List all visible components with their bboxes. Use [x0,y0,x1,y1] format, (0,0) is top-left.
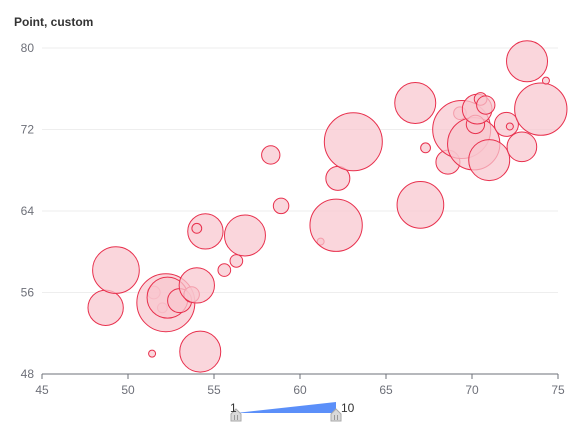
bubble-series [87,40,568,373]
bubble-point[interactable] [272,197,290,215]
y-tick-label: 56 [21,286,35,300]
axes: 48 56 64 72 80 45 50 55 60 65 70 75 [21,41,565,397]
bubble-point[interactable] [476,95,496,115]
bubble-point[interactable] [514,82,568,136]
bubble-point[interactable] [261,145,281,165]
bubble-point[interactable] [178,267,215,304]
bubble-point[interactable] [505,122,514,131]
grid-lines [42,47,558,293]
bubble-point[interactable] [309,198,363,252]
y-tick-label: 64 [21,204,35,218]
x-tick-label: 50 [121,383,135,397]
bubble-point[interactable] [223,214,266,257]
x-tick-label: 45 [35,383,49,397]
bubble-point[interactable] [506,40,549,83]
bubble-point[interactable] [187,213,224,250]
bubble-point[interactable] [420,142,431,154]
x-tick-label: 70 [465,383,479,397]
visual-map-bar [236,402,336,413]
bubble-point[interactable] [506,131,538,163]
handle-shape [230,408,242,422]
x-tick-label: 65 [379,383,393,397]
visual-map-min-label: 1 [230,401,237,415]
bubble-point[interactable] [468,139,511,182]
visual-map[interactable]: 1 10 [230,401,355,422]
bubble-point[interactable] [87,289,124,326]
chart-title: Point, custom [14,15,93,29]
visual-map-handle-min[interactable] [230,408,242,422]
y-tick-label: 72 [21,123,35,137]
visual-map-max-label: 10 [341,401,355,415]
bubble-point[interactable] [541,76,550,85]
bubble-point[interactable] [229,254,244,268]
handle-shape [330,408,342,422]
bubble-point[interactable] [92,246,140,294]
x-tick-label: 75 [551,383,565,397]
x-tick-label: 55 [207,383,221,397]
visual-map-handle-max[interactable] [330,408,342,422]
bubble-point[interactable] [179,330,222,373]
bubble-point[interactable] [191,222,203,234]
bubble-point[interactable] [396,181,445,229]
x-tick-label: 60 [293,383,307,397]
y-tick-label: 48 [21,367,35,381]
bubble-point[interactable] [323,112,383,172]
bubble-point[interactable] [217,263,232,277]
y-tick-label: 80 [21,41,35,55]
bubble-point[interactable] [148,349,157,358]
bubble-point[interactable] [394,82,437,125]
